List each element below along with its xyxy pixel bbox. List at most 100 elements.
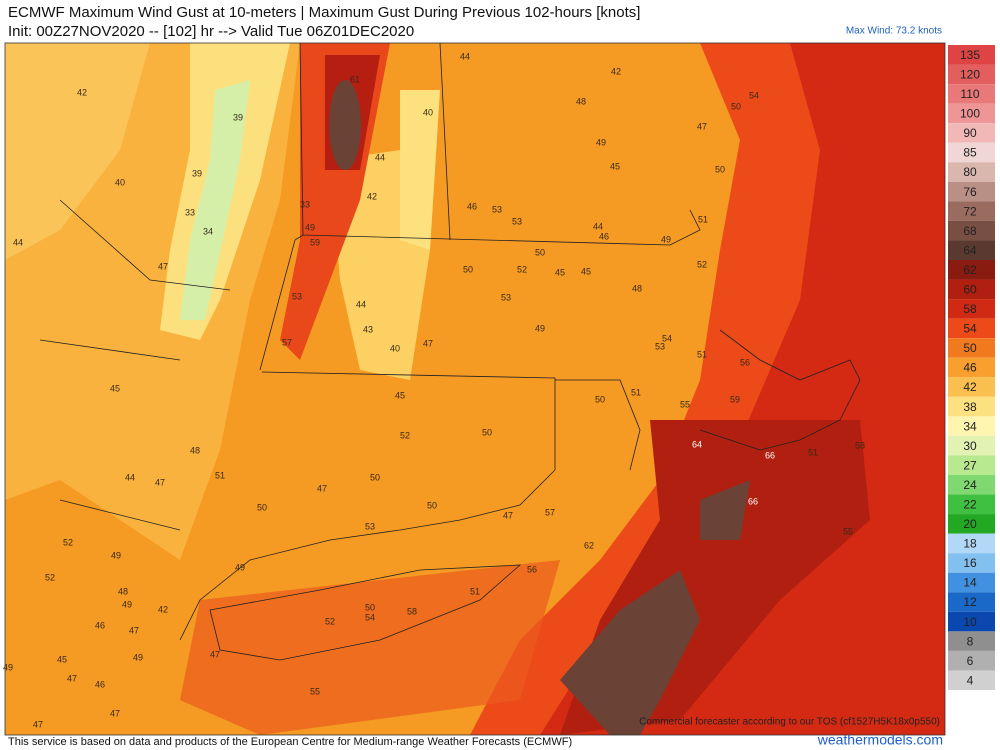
gust-label: 52	[63, 537, 73, 547]
gust-label: 47	[210, 649, 220, 659]
gust-label: 33	[185, 207, 195, 217]
color-swatch	[948, 670, 995, 690]
gust-label: 45	[610, 161, 620, 171]
gust-label: 47	[697, 121, 707, 131]
gust-label: 57	[545, 507, 555, 517]
gust-label: 40	[390, 343, 400, 353]
colorbar-label: 68	[963, 224, 977, 238]
colorbar-label: 20	[963, 517, 977, 531]
colorbar-label: 42	[963, 380, 977, 394]
colorbar-label: 100	[960, 107, 980, 121]
color-swatch	[948, 103, 995, 124]
gust-label: 55	[843, 526, 853, 536]
gust-label: 39	[233, 112, 243, 122]
colorbar-label: 46	[963, 361, 977, 375]
gust-label: 56	[527, 564, 537, 574]
color-swatch	[948, 435, 995, 456]
gust-label: 50	[427, 500, 437, 510]
color-swatch	[948, 64, 995, 85]
color-swatch	[948, 396, 995, 417]
gust-label: 58	[855, 440, 865, 450]
max-wind: Max Wind: 73.2 knots	[846, 26, 942, 37]
color-swatch	[948, 455, 995, 475]
gust-label: 50	[257, 502, 267, 512]
gust-label: 46	[599, 231, 609, 241]
colorbar-label: 27	[963, 458, 977, 472]
gust-label: 47	[155, 477, 165, 487]
colorbar-label: 8	[967, 634, 974, 648]
colorbar-label: 90	[963, 126, 977, 140]
colorbar-label: 24	[963, 478, 977, 492]
title: ECMWF Maximum Wind Gust at 10-meters | M…	[8, 4, 640, 21]
colorbar-label: 4	[967, 673, 974, 687]
gust-label: 54	[749, 90, 759, 100]
color-swatch	[948, 142, 995, 163]
colorbar-label: 6	[967, 654, 974, 668]
gust-label: 49	[3, 662, 13, 672]
gust-label: 52	[697, 259, 707, 269]
gust-label: 45	[395, 390, 405, 400]
gust-label: 66	[765, 450, 775, 460]
gust-label: 53	[501, 292, 511, 302]
gust-label: 50	[365, 602, 375, 612]
colorbar-label: 16	[963, 556, 977, 570]
gust-label: 51	[470, 586, 480, 596]
color-swatch	[948, 279, 995, 300]
gust-label: 49	[111, 550, 121, 560]
gust-label: 54	[662, 333, 672, 343]
gust-label: 44	[13, 237, 23, 247]
colorbar-label: 50	[963, 341, 977, 355]
colorbar-label: 80	[963, 165, 977, 179]
gust-label: 52	[325, 616, 335, 626]
colorbar-label: 64	[963, 243, 977, 257]
gust-label: 50	[731, 101, 741, 111]
color-swatch	[948, 553, 995, 573]
colorbar-label: 72	[963, 204, 977, 218]
gust-label: 51	[631, 387, 641, 397]
gust-label: 51	[215, 470, 225, 480]
gust-label: 45	[57, 654, 67, 664]
color-swatch	[948, 45, 995, 65]
colorbar-label: 38	[963, 400, 977, 414]
gust-label: 53	[492, 204, 502, 214]
gust-label: 49	[235, 562, 245, 572]
color-swatch	[948, 377, 995, 397]
gust-label: 45	[581, 266, 591, 276]
colorbar-label: 120	[960, 67, 980, 81]
gust-label: 43	[363, 324, 373, 334]
gust-label: 44	[593, 221, 603, 231]
color-swatch	[948, 84, 995, 104]
gust-label: 33	[300, 199, 310, 209]
gust-label: 47	[158, 261, 168, 271]
color-swatch	[948, 201, 995, 221]
colorbar-label: 76	[963, 185, 977, 199]
gust-label: 44	[356, 299, 366, 309]
tos-note: Commercial forecaster according to our T…	[639, 717, 940, 728]
colorbar-label: 62	[963, 263, 977, 277]
gust-label: 46	[467, 201, 477, 211]
colorbar-label: 54	[963, 322, 977, 336]
gust-label: 47	[110, 708, 120, 718]
gust-label: 40	[423, 107, 433, 117]
gust-label: 66	[748, 496, 758, 506]
gust-label: 53	[512, 216, 522, 226]
color-swatch	[948, 572, 995, 593]
gust-label: 50	[595, 394, 605, 404]
color-swatch	[948, 240, 995, 260]
color-swatch	[948, 318, 995, 339]
color-swatch	[948, 650, 995, 671]
gust-label: 49	[596, 137, 606, 147]
color-swatch	[948, 123, 995, 143]
gust-label: 53	[365, 521, 375, 531]
color-swatch	[948, 475, 995, 495]
gust-label: 48	[632, 283, 642, 293]
colorbar-label: 18	[963, 537, 977, 551]
gust-label: 49	[661, 234, 671, 244]
colorbar-label: 22	[963, 497, 977, 511]
gust-label: 45	[110, 383, 120, 393]
subtitle: Init: 00Z27NOV2020 -- [102] hr --> Valid…	[8, 23, 414, 40]
color-swatch	[948, 533, 995, 554]
gust-label: 51	[698, 214, 708, 224]
gust-label: 59	[310, 237, 320, 247]
colorbar: 1351201101009085807672686462605854504642…	[948, 45, 995, 690]
